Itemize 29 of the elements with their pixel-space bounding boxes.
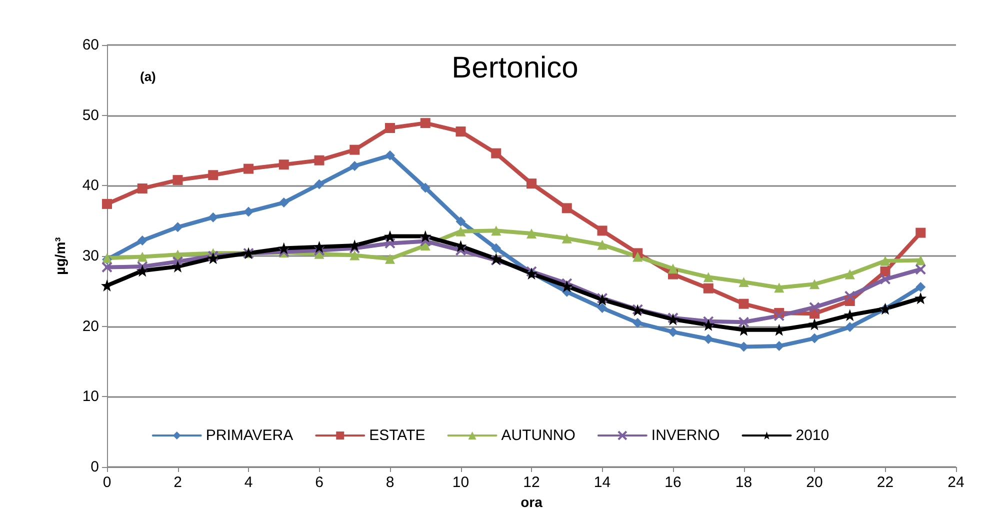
y-tick-label: 10 xyxy=(82,388,99,406)
x-tick-label: 20 xyxy=(806,474,823,491)
legend-label: AUTUNNO xyxy=(501,427,576,444)
y-tick-label: 0 xyxy=(90,458,99,476)
legend-label: 2010 xyxy=(796,427,830,444)
legend-label: PRIMAVERA xyxy=(206,427,294,444)
x-tick-label: 16 xyxy=(664,474,682,491)
x-tick-label: 18 xyxy=(735,474,752,491)
legend-label: INVERNO xyxy=(651,427,720,444)
x-tick-label: 2 xyxy=(174,474,182,491)
annotation: (a) xyxy=(140,69,156,84)
x-tick-label: 0 xyxy=(102,474,112,491)
x-axis-title: ora xyxy=(520,494,543,510)
y-tick-label: 60 xyxy=(82,36,99,54)
chart-title: Bertonico xyxy=(452,52,578,84)
x-tick-label: 12 xyxy=(523,474,540,491)
x-tick-label: 14 xyxy=(594,474,611,491)
x-tick-label: 4 xyxy=(244,474,253,491)
x-tick-label: 22 xyxy=(876,474,894,491)
y-tick-label: 50 xyxy=(82,106,99,124)
x-tick-label: 24 xyxy=(948,474,964,491)
y-tick-label: 40 xyxy=(82,177,99,194)
y-axis-title: µg/m³ xyxy=(52,236,68,275)
x-tick-label: 10 xyxy=(452,474,470,491)
x-tick-label: 8 xyxy=(386,474,394,491)
y-tick-label: 30 xyxy=(82,248,99,264)
legend-label: ESTATE xyxy=(369,427,426,444)
y-tick-label: 20 xyxy=(82,318,99,335)
x-tick-label: 6 xyxy=(315,474,324,491)
